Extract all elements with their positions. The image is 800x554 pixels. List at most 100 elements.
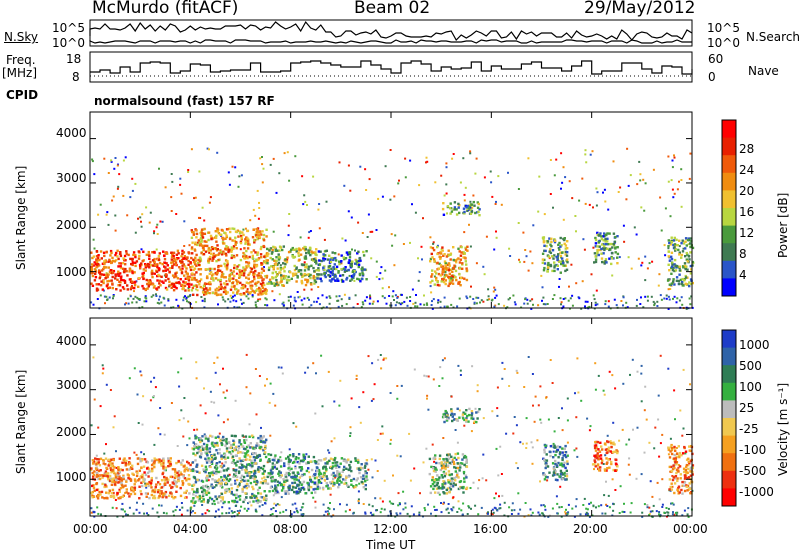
velocity-panel-ground-point (434, 509, 437, 511)
power-panel-scatter-point (626, 147, 629, 150)
velocity-panel-scatter-point (142, 502, 145, 505)
velocity-panel-region-1-cell (251, 435, 255, 439)
power-panel-region-0-cell (189, 268, 193, 272)
velocity-panel-scatter-point (396, 454, 399, 457)
power-panel-region-0-cell (105, 274, 108, 277)
power-panel-region-1-cell (207, 268, 210, 271)
velocity-panel-region-1-cell (263, 476, 266, 479)
power-panel-region-1-cell (234, 243, 237, 246)
power-panel-region-2-cell (282, 262, 285, 265)
power-panel-region-8-cell (672, 239, 676, 242)
power-panel-region-0-cell (162, 281, 165, 284)
power-panel-region-6-cell (541, 236, 545, 239)
power-panel-region-1-cell (221, 229, 224, 232)
power-panel-region-1-cell (234, 240, 238, 244)
power-panel-ground-point (222, 298, 225, 301)
velocity-panel-ground-point (451, 509, 454, 512)
velocity-panel-region-1-cell (192, 497, 195, 500)
velocity-panel-region-1-cell (213, 445, 216, 448)
power-panel-region-7-cell (603, 232, 606, 235)
power-panel-region-1-cell (216, 248, 219, 251)
power-panel-region-8-cell (691, 260, 694, 264)
velocity-panel-region-3-cell (341, 470, 344, 473)
velocity-panel-region-3-cell (359, 476, 363, 479)
velocity-panel-region-2-cell (310, 468, 314, 472)
velocity-panel-region-1-cell (205, 490, 208, 493)
power-panel-region-0-cell (137, 285, 140, 288)
power-panel-ground-point (416, 305, 419, 308)
velocity-panel-scatter-point (372, 398, 375, 401)
power-panel-region-1-cell (200, 238, 203, 242)
power-panel-region-8-cell (684, 255, 687, 258)
power-panel-region-0-cell (134, 280, 137, 284)
power-panel-ground-point (251, 295, 254, 298)
velocity-panel-scatter-point (636, 426, 639, 429)
power-panel-region-2-cell (282, 284, 285, 287)
velocity-panel-scatter-point (533, 420, 536, 423)
velocity-panel-scatter-point (308, 471, 311, 474)
power-panel-region-7-cell (596, 252, 599, 255)
velocity-panel-region-0-cell (162, 459, 165, 462)
velocity-panel-ground-point (116, 515, 119, 518)
velocity-panel-region-1-cell (198, 438, 201, 442)
power-panel-region-3-cell (342, 280, 345, 283)
power-panel-region-3-cell (340, 260, 343, 263)
power-panel-scatter-point (584, 153, 587, 156)
power-panel-region-0-cell (153, 272, 156, 275)
power-panel-region-7-cell (606, 240, 609, 243)
velocity-panel-scatter-point (144, 482, 147, 485)
power-panel-scatter-point (636, 183, 639, 186)
power-panel-scatter-point (249, 219, 252, 222)
velocity-panel-scatter-point (400, 384, 403, 387)
power-panel-scatter-point (194, 196, 197, 199)
power-panel-region-3-cell (317, 250, 321, 253)
velocity-panel-scatter-point (245, 386, 248, 389)
power-panel-region-8-cell (667, 250, 671, 253)
power-panel-scatter-point (288, 213, 291, 215)
power-panel-region-1-cell (191, 230, 194, 234)
power-panel-ground-point (112, 294, 115, 296)
power-panel-region-1-cell (206, 244, 209, 248)
velocity-panel-region-0-cell (163, 492, 166, 495)
power-panel-region-4-cell (451, 270, 454, 273)
velocity-panel-ground-point (247, 502, 249, 505)
power-panel-scatter-point (596, 191, 599, 194)
power-panel-region-1-cell (265, 292, 268, 295)
velocity-panel-ground-point (368, 503, 371, 506)
velocity-panel-scatter-point (327, 370, 330, 373)
velocity-panel-ground-point (588, 516, 591, 518)
power-panel-region-0-cell (95, 287, 99, 290)
velocity-panel-region-2-cell (282, 487, 285, 490)
power-panel-region-0-cell (139, 265, 142, 268)
velocity-panel-ground-point (243, 507, 246, 510)
velocity-panel-region-1-cell (191, 498, 194, 502)
velocity-panel-region-0-cell (95, 471, 99, 474)
power-panel-scatter-point (641, 261, 644, 264)
velocity-panel-region-1-cell (191, 501, 195, 504)
velocity-panel-region-1-cell (193, 501, 197, 504)
power-panel-region-4-cell (452, 274, 455, 277)
power-panel-scatter-point (310, 288, 313, 291)
velocity-panel-region-2-cell (279, 459, 283, 462)
velocity-panel-region-0-cell (163, 482, 166, 486)
velocity-panel-scatter-point (204, 512, 207, 515)
velocity-panel-region-1-cell (205, 474, 209, 478)
power-panel-region-4-cell (447, 262, 451, 265)
power-panel-region-0-cell (146, 282, 149, 286)
velocity-panel-scatter-point (457, 500, 460, 503)
velocity-panel-scatter-point (250, 466, 253, 469)
velocity-panel-region-1-cell (255, 442, 259, 445)
power-panel-scatter-point (114, 229, 117, 232)
velocity-panel-region-3-cell (344, 482, 348, 485)
power-panel-region-3-cell (326, 258, 330, 261)
velocity-panel-scatter-point (583, 497, 586, 500)
power-panel-region-8-cell (680, 253, 684, 257)
power-panel-scatter-point (240, 174, 243, 177)
power-panel-region-7-cell (606, 237, 609, 240)
power-panel-region-1-cell (201, 236, 205, 239)
velocity-panel-scatter-point (136, 393, 139, 396)
velocity-panel-scatter-point (123, 510, 126, 513)
power-panel-region-4-cell (443, 260, 447, 263)
velocity-panel-region-1-cell (232, 441, 236, 444)
power-panel-scatter-point (676, 188, 679, 191)
